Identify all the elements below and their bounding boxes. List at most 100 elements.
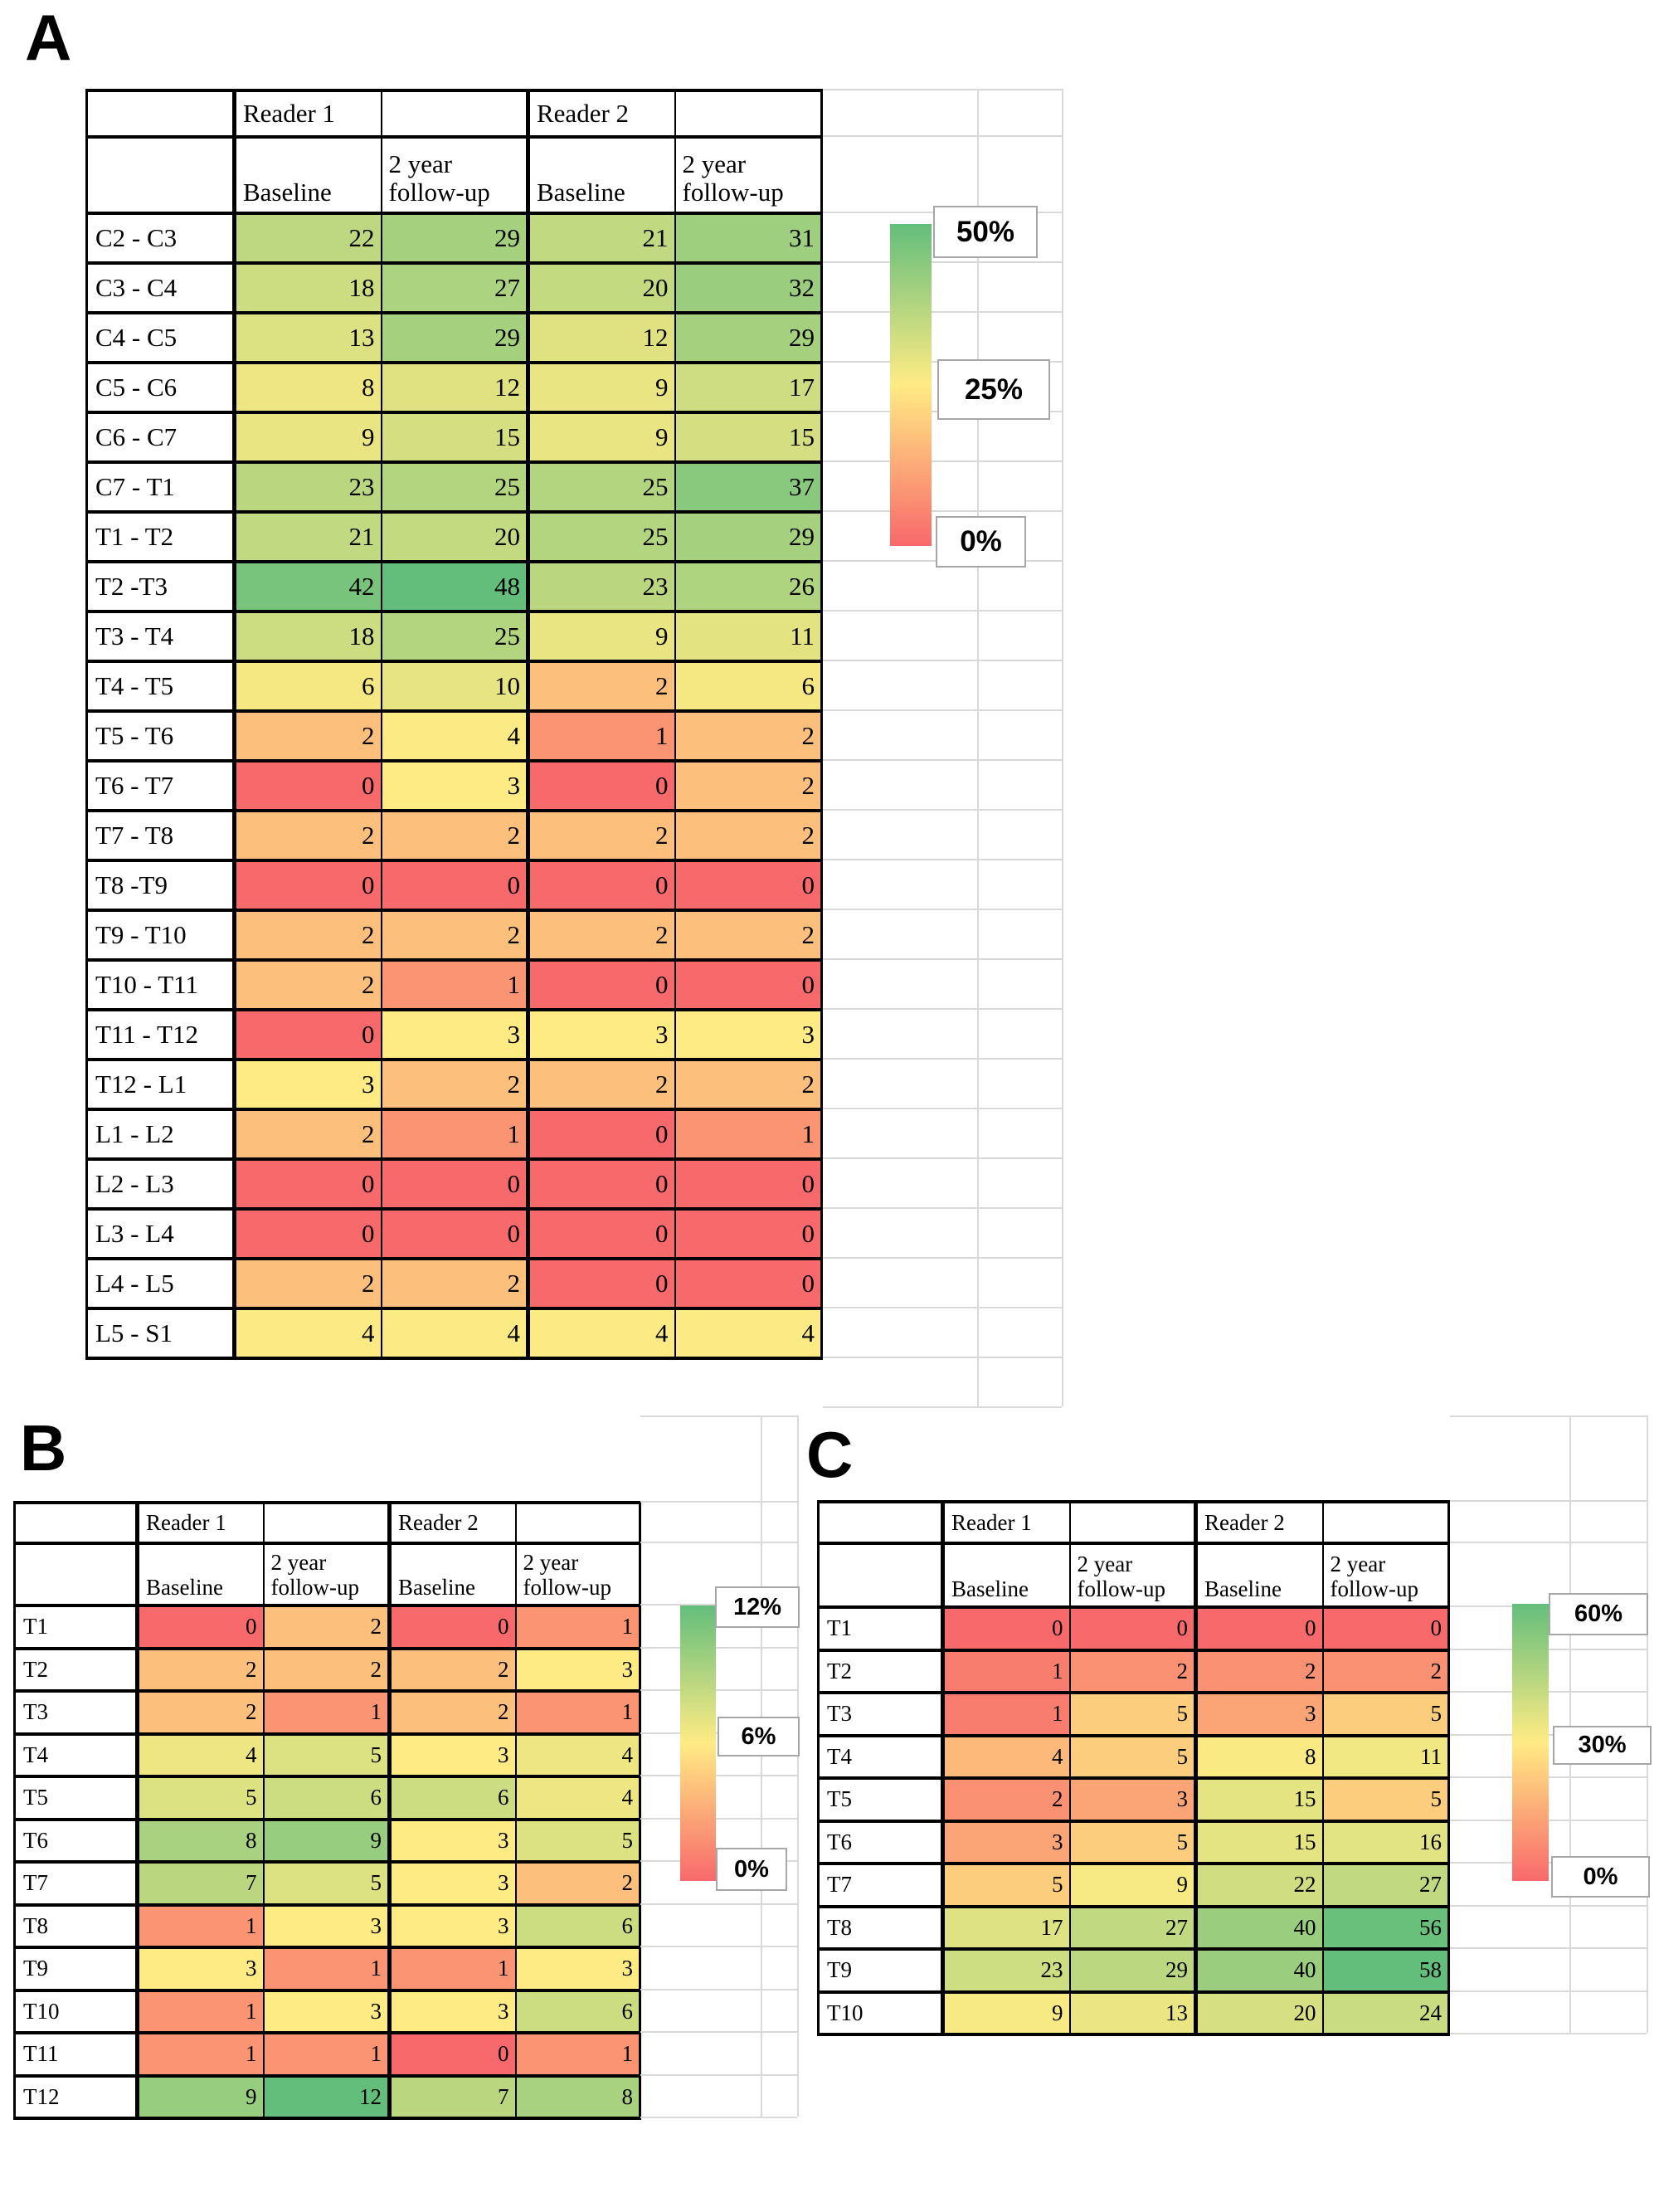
row-label-cell: L4 - L5 (85, 1257, 236, 1310)
row-label-cell: T2 (13, 1646, 139, 1693)
heatmap-value-cell: 0 (1194, 1605, 1324, 1652)
heatmap-value-cell: 1 (135, 2031, 265, 2078)
row-label-cell: T6 - T7 (85, 759, 236, 812)
gridline-horizontal (823, 809, 1062, 811)
gridline-horizontal (823, 89, 1062, 90)
heatmap-value-cell: 9 (232, 411, 382, 464)
gridline-horizontal (823, 1357, 1062, 1358)
panel-label-a: A (25, 1, 72, 74)
heatmap-value-cell: 6 (514, 1988, 641, 2034)
heatmap-value-cell: 3 (1194, 1691, 1324, 1737)
gridline-horizontal (1450, 1415, 1647, 1417)
heatmap-value-cell: 0 (1321, 1605, 1450, 1652)
table-row: T5 5 6 6 4 (13, 1775, 641, 1821)
heatmap-value-cell: 25 (380, 610, 529, 663)
table-row: T6 - T7 0 3 0 2 (85, 759, 823, 812)
column-group-header: Reader 1 (232, 89, 382, 139)
heatmap-value-cell: 6 (262, 1775, 391, 1821)
heatmap-value-cell: 0 (526, 958, 676, 1011)
heatmap-value-cell: 2 (232, 1108, 382, 1161)
table-row: T12 - L1 3 2 2 2 (85, 1058, 823, 1111)
gridline-horizontal (823, 510, 1062, 512)
row-label-cell: C4 - C5 (85, 311, 236, 364)
heatmap-value-cell: 29 (380, 311, 529, 364)
table-row: C3 - C4 18 27 20 32 (85, 261, 823, 314)
column-group-header: Reader 2 (1194, 1500, 1324, 1545)
heatmap-value-cell: 1 (941, 1648, 1071, 1694)
gridline-horizontal (1450, 1947, 1647, 1949)
row-label-cell: T9 (13, 1946, 139, 1992)
heatmap-value-cell: 0 (232, 1207, 382, 1260)
row-label-cell: T8 (817, 1904, 944, 1951)
row-label-cell: T7 (13, 1860, 139, 1907)
heatmap-value-cell: 8 (232, 361, 382, 414)
gridline-horizontal (823, 1257, 1062, 1259)
heatmap-value-cell: 2 (674, 709, 823, 763)
heatmap-value-cell: 42 (232, 560, 382, 613)
heatmap-table-c: Reader 1 Reader 2 Baseline 2 year follow-up… (817, 1500, 1450, 2036)
legend-label-max-a: 50% (933, 206, 1038, 258)
heatmap-value-cell: 27 (1321, 1862, 1450, 1908)
row-label-cell: T2 -T3 (85, 560, 236, 613)
heatmap-value-cell: 9 (526, 411, 676, 464)
heatmap-value-cell: 0 (380, 1207, 529, 1260)
gridline-horizontal (640, 2117, 797, 2118)
heatmap-value-cell: 18 (232, 610, 382, 663)
gridline-horizontal (823, 460, 1062, 462)
row-label-cell: C7 - T1 (85, 460, 236, 514)
table-row: T4 4 5 3 4 (13, 1732, 641, 1778)
row-label-cell: T6 (13, 1817, 139, 1864)
heatmap-value-cell: 2 (135, 1646, 265, 1693)
heatmap-value-cell: 5 (262, 1860, 391, 1907)
heatmap-value-cell: 23 (232, 460, 382, 514)
heatmap-value-cell: 0 (674, 958, 823, 1011)
table-row: T7 7 5 3 2 (13, 1860, 641, 1907)
row-label-cell: T7 (817, 1862, 944, 1908)
heatmap-value-cell: 1 (387, 1946, 517, 1992)
row-label-cell: L1 - L2 (85, 1108, 236, 1161)
heatmap-value-cell: 13 (232, 311, 382, 364)
gridline-horizontal (640, 1501, 797, 1503)
table-row: T11 1 1 0 1 (13, 2031, 641, 2078)
row-label-cell: T4 - T5 (85, 660, 236, 713)
table-row: T11 - T12 0 3 3 3 (85, 1008, 823, 1061)
heatmap-value-cell: 5 (135, 1775, 265, 1821)
heatmap-value-cell: 2 (380, 1257, 529, 1310)
sub-column-header: 2 year follow-up (674, 135, 823, 215)
heatmap-value-cell: 23 (526, 560, 676, 613)
gridline-horizontal (640, 1689, 797, 1691)
table-row: T3 - T4 18 25 9 11 (85, 610, 823, 663)
heatmap-value-cell: 1 (380, 1108, 529, 1161)
row-label-cell: T5 - T6 (85, 709, 236, 763)
corner-cell (13, 1542, 139, 1607)
heatmap-value-cell: 48 (380, 560, 529, 613)
heatmap-value-cell: 40 (1194, 1947, 1324, 1994)
heatmap-value-cell: 18 (232, 261, 382, 314)
heatmap-value-cell: 3 (380, 1008, 529, 1061)
heatmap-value-cell: 6 (232, 660, 382, 713)
heatmap-value-cell: 0 (380, 859, 529, 912)
heatmap-value-cell: 2 (674, 759, 823, 812)
heatmap-value-cell: 0 (387, 2031, 517, 2078)
row-label-cell: T10 (13, 1988, 139, 2034)
sub-column-header: Baseline (526, 135, 676, 215)
heatmap-value-cell: 2 (674, 809, 823, 862)
legend-label-max-b: 12% (715, 1586, 800, 1628)
heatmap-value-cell: 3 (514, 1646, 641, 1693)
heatmap-value-cell: 3 (262, 1988, 391, 2034)
heatmap-value-cell: 58 (1321, 1947, 1450, 1994)
legend-label-min-a: 0% (936, 516, 1026, 568)
heatmap-value-cell: 0 (526, 1257, 676, 1310)
heatmap-value-cell: 2 (262, 1646, 391, 1693)
table-row: T2 -T3 42 48 23 26 (85, 560, 823, 613)
table-row: L2 - L3 0 0 0 0 (85, 1157, 823, 1211)
table-row: L3 - L4 0 0 0 0 (85, 1207, 823, 1260)
table-row: T4 4 5 8 11 (817, 1733, 1450, 1780)
heatmap-value-cell: 6 (387, 1775, 517, 1821)
heatmap-value-cell: 0 (526, 1108, 676, 1161)
heatmap-value-cell: 3 (232, 1058, 382, 1111)
heatmap-value-cell: 0 (232, 1008, 382, 1061)
row-label-cell: T3 - T4 (85, 610, 236, 663)
heatmap-value-cell: 3 (387, 1903, 517, 1949)
gridline-horizontal (1450, 1905, 1647, 1907)
